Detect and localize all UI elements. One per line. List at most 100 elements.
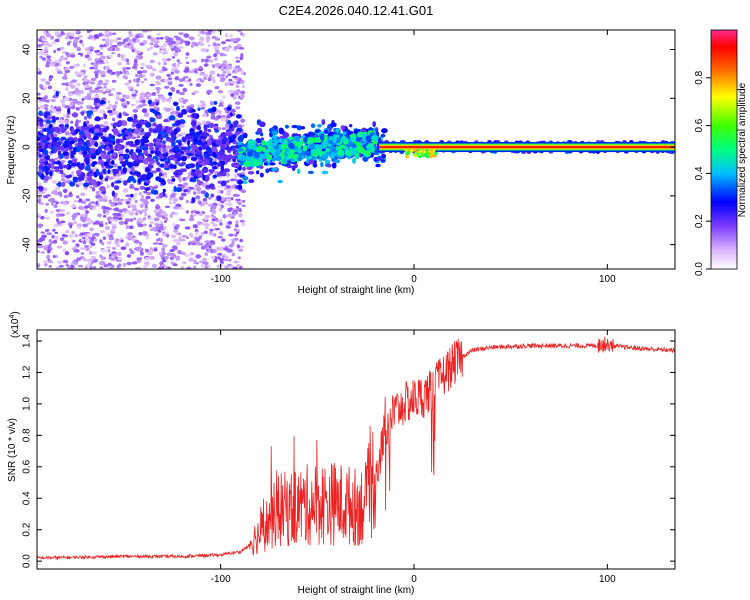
- spectrogram-cell: [88, 46, 95, 51]
- spectrogram-cell: [434, 151, 439, 155]
- colorbar-tick-label: 0.0: [694, 262, 705, 276]
- spectrogram-cell: [231, 211, 235, 216]
- spectrogram-cell: [241, 222, 246, 227]
- spectrogram-cell: [50, 164, 55, 170]
- spectrogram-cell: [113, 185, 120, 191]
- spectrogram-cell: [217, 90, 224, 94]
- spectrogram-cell: [193, 134, 200, 138]
- spectrogram-cell: [54, 168, 60, 173]
- spectrogram-cell: [238, 180, 243, 185]
- spectrogram-cell: [190, 210, 194, 214]
- spectrogram-cell: [217, 235, 223, 239]
- spectrogram-cell: [164, 216, 169, 221]
- spectrogram-cell: [77, 34, 83, 39]
- spectrogram-cell: [65, 86, 69, 91]
- spectrogram-cell: [163, 119, 169, 123]
- spectrogram-cell: [168, 115, 176, 121]
- spectrogram-cell: [429, 153, 434, 157]
- spectrogram-cell: [190, 148, 196, 154]
- spectrogram-cell: [206, 55, 212, 59]
- spectrogram-cell: [162, 51, 166, 55]
- spectrogram-cell: [74, 121, 79, 128]
- spectrogram-cell: [119, 98, 126, 103]
- spectrogram-cell: [127, 236, 133, 241]
- spectrogram-cell: [129, 183, 134, 188]
- spectrogram-cell: [75, 128, 80, 133]
- spectrogram-cell: [212, 151, 217, 158]
- spectrogram-cell: [210, 256, 216, 260]
- spectrogram-cell: [51, 136, 55, 143]
- spectrogram-cell: [40, 251, 45, 254]
- spectrogram-cell: [56, 182, 62, 187]
- spectrogram-cell: [103, 161, 109, 167]
- spectrogram-cell: [240, 118, 245, 123]
- spectrogram-cell: [237, 135, 243, 142]
- spectrogram-cell: [44, 262, 48, 267]
- spectrogram-cell: [129, 225, 134, 230]
- spectrogram-cell: [118, 220, 125, 226]
- spectrogram-cell: [166, 233, 170, 238]
- spectrogram-cell: [207, 30, 212, 35]
- spectrogram-cell: [193, 259, 197, 264]
- y-tick-label: 0.4: [22, 491, 33, 505]
- spectrogram-cell: [153, 105, 158, 110]
- spectrogram-cell: [222, 70, 227, 74]
- spectrogram-cell: [198, 65, 203, 70]
- spectrogram-cell: [373, 149, 381, 153]
- spectrogram-cell: [61, 177, 66, 182]
- spectrogram-cell: [213, 46, 220, 51]
- spectrogram-cell: [125, 136, 132, 140]
- spectrogram-cell: [138, 55, 144, 59]
- spectrogram-cell: [182, 75, 189, 79]
- colorbar-tick-label: 0.2: [694, 214, 705, 228]
- spectrogram-cell: [99, 266, 104, 269]
- spectrogram-cell: [39, 118, 44, 125]
- line-core: [379, 145, 675, 149]
- spectrogram-cell: [56, 245, 63, 249]
- spectrogram-cell: [172, 223, 176, 227]
- spectrogram-cell: [245, 155, 251, 163]
- spectrogram-cell: [92, 251, 97, 255]
- spectrogram-cell: [148, 224, 153, 228]
- spectrogram-cell: [155, 176, 162, 182]
- spectrogram-cell: [232, 96, 237, 100]
- spectrogram-cell: [230, 178, 235, 182]
- spectrogram-cell: [194, 236, 198, 241]
- spectrogram-cell: [111, 71, 116, 75]
- spectrogram-cell: [37, 196, 41, 199]
- spectrogram-cell: [201, 221, 206, 226]
- spectrogram-cell: [168, 92, 173, 96]
- spectrogram-cell: [100, 195, 103, 199]
- spectrogram-cell: [45, 63, 50, 68]
- spectrogram-cell: [215, 219, 220, 223]
- spectrogram-cell: [159, 131, 166, 135]
- spectrogram-cell: [355, 141, 361, 147]
- spectrogram-cell: [166, 252, 172, 257]
- spectrogram-cell: [75, 195, 80, 199]
- spectrogram-cell: [282, 139, 288, 145]
- spectrogram-cell: [73, 64, 79, 68]
- spectrogram-cell: [232, 266, 238, 269]
- spectrogram-cell: [168, 163, 175, 169]
- spectrogram-cell: [115, 112, 119, 116]
- y-tick-label: 0.0: [22, 554, 33, 568]
- spectrogram-cell: [115, 96, 121, 101]
- spectrogram-cell: [212, 30, 216, 35]
- spectrogram-cell: [90, 255, 96, 260]
- spectrogram-cell: [57, 191, 62, 196]
- spectrogram-cell: [267, 153, 272, 161]
- spectrogram-cell: [123, 44, 129, 48]
- spectrogram-cell: [277, 179, 283, 184]
- spectrogram-cell: [200, 190, 207, 195]
- spectrogram-cell: [88, 203, 91, 207]
- spectrogram-cell: [162, 148, 167, 154]
- spectrogram-cell: [115, 47, 120, 52]
- spectrogram-cell: [107, 100, 111, 104]
- spectrogram-cell: [62, 234, 68, 238]
- spectrogram-cell: [145, 91, 150, 95]
- spectrogram-cell: [37, 245, 44, 249]
- spectrogram-cell: [235, 220, 239, 224]
- spectrogram-cell: [74, 245, 78, 248]
- spectrogram-cell: [131, 118, 139, 124]
- spectrogram-cell: [64, 119, 69, 123]
